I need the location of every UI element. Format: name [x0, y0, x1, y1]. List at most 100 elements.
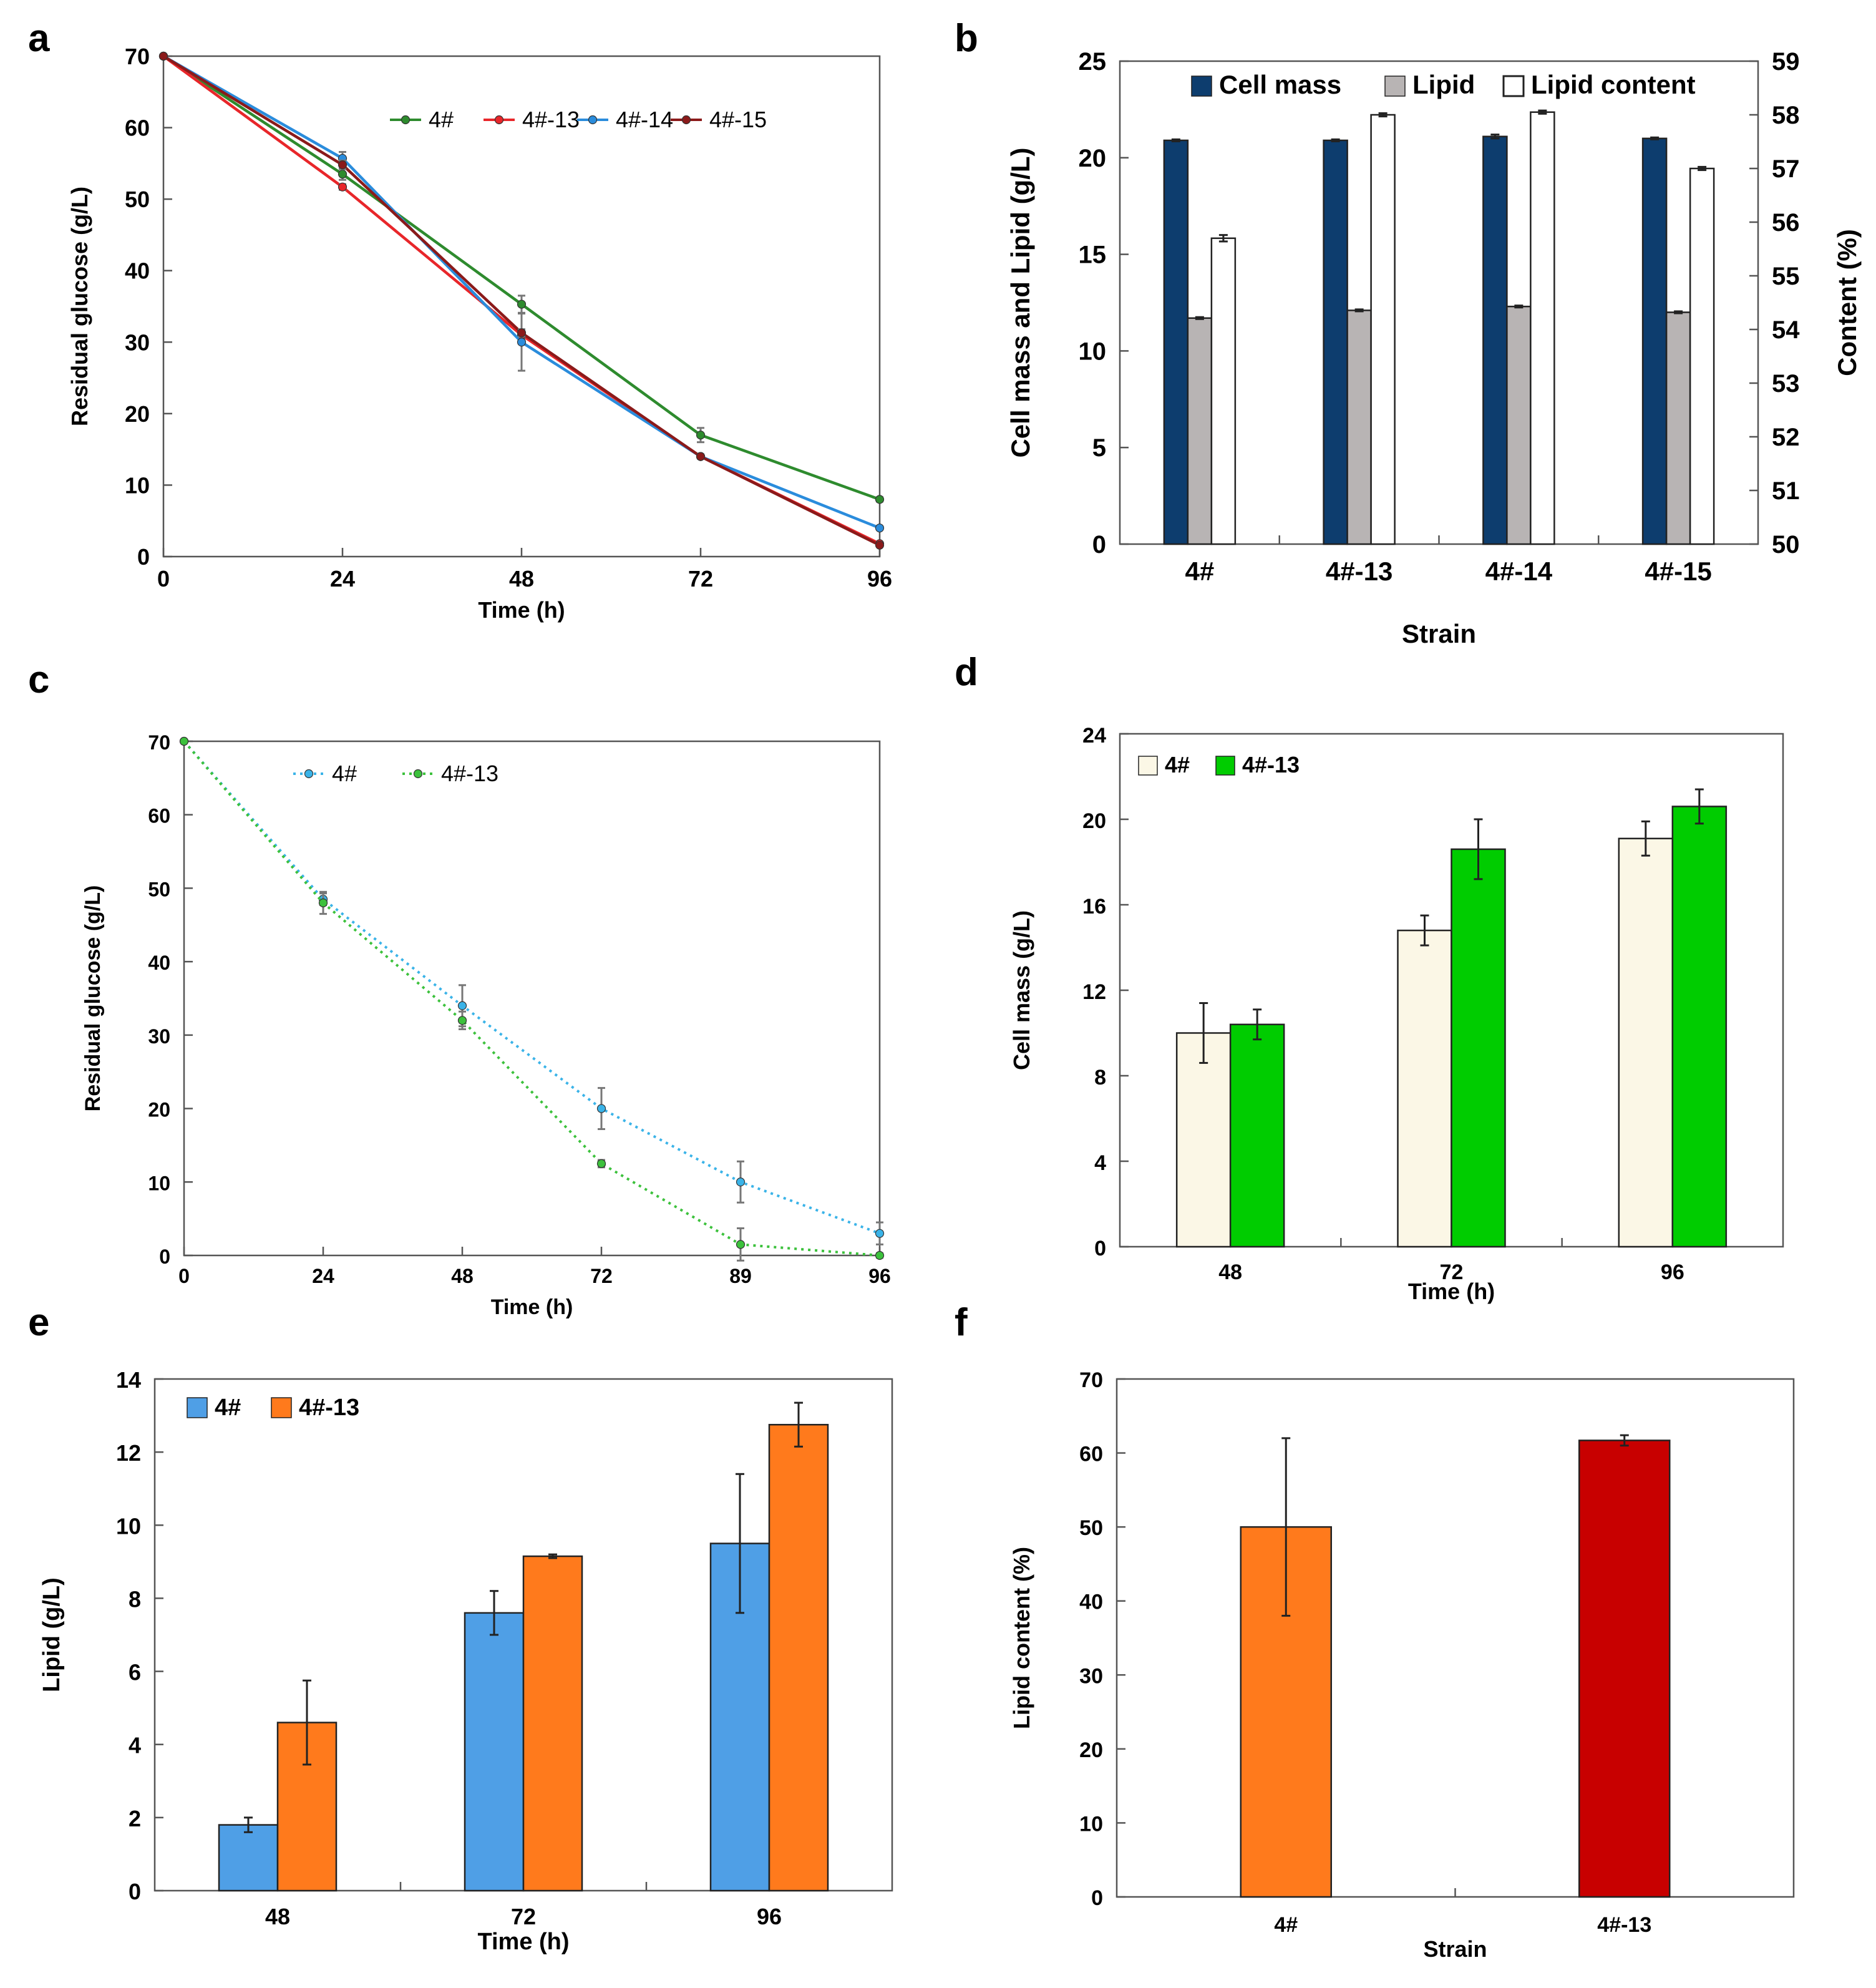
legend-marker	[413, 769, 423, 779]
x-tick-label: 72	[590, 1265, 613, 1287]
x-tick-label: 4#	[1185, 557, 1215, 586]
bar-Lipid	[1187, 317, 1213, 545]
data-point	[517, 338, 527, 347]
legend-marker	[494, 115, 504, 125]
x-tick-label: 48	[509, 566, 534, 592]
x-tick-label: 48	[451, 1265, 474, 1287]
y-tick-label: 0	[137, 544, 150, 570]
legend-marker	[681, 115, 691, 125]
panel-c-letter: c	[28, 658, 49, 701]
legend-swatch	[1191, 76, 1212, 97]
bar-Lipid content	[1210, 237, 1237, 545]
panel-f-letter: f	[955, 1301, 968, 1344]
data-point	[596, 1159, 606, 1168]
y-tick-label: 16	[1082, 895, 1106, 918]
data-point	[875, 524, 885, 533]
plot-frame	[1115, 1378, 1795, 1898]
x-tick-label: 24	[312, 1265, 334, 1287]
y-tick-label: 0	[1092, 531, 1106, 558]
legend-label: 4#-13	[441, 761, 498, 786]
legend-label: 4#	[215, 1395, 241, 1421]
y-tick-label: 14	[116, 1367, 141, 1393]
y-tick-label: 4	[129, 1733, 141, 1758]
bar-4#-13	[1451, 848, 1506, 1248]
bar-Lipid content	[1689, 167, 1715, 545]
legend-label: 4#-15	[709, 107, 767, 132]
y-tick-label: 40	[125, 258, 150, 284]
bar-Lipid content	[1370, 114, 1396, 545]
panel-b-bar-chart: 0 5 10 15 20 25 50 51 52 53 54 55 56 57 58 59 Content (%…	[1006, 48, 1862, 648]
y-tick-label: 8	[1094, 1066, 1106, 1089]
svg-text:f: f	[955, 1301, 968, 1344]
y-tick-label: 60	[125, 115, 150, 141]
bar-4#-13	[768, 1423, 829, 1892]
y-tick-label: 10	[116, 1513, 141, 1539]
bar-4#	[218, 1824, 279, 1892]
y-tick-label: 10	[1079, 1812, 1103, 1836]
legend-label: Lipid content	[1531, 70, 1696, 99]
y-tick-label: 6	[129, 1660, 141, 1685]
y-tick-label: 10	[125, 472, 150, 498]
y-axis-title: Cell mass and Lipid (g/L)	[1006, 147, 1035, 457]
bar-Lipid	[1506, 305, 1532, 545]
x-tick-label: 4#-13	[1326, 557, 1392, 586]
y-tick-label: 60	[148, 805, 170, 827]
data-point	[736, 1240, 746, 1249]
legend-label: Cell mass	[1219, 70, 1341, 99]
x-tick-label: 24	[330, 566, 355, 592]
panel-a-letter: a	[28, 17, 50, 60]
series-line-4#-13	[183, 740, 880, 1257]
data-point	[875, 495, 885, 504]
legend-swatch	[1384, 76, 1406, 97]
y-tick-label: 8	[129, 1586, 141, 1612]
x-tick-label: 96	[757, 1904, 782, 1929]
x-tick-label: 96	[1661, 1260, 1684, 1284]
y-tick-label: 50	[1079, 1516, 1103, 1540]
y-tick-label: 20	[1079, 145, 1107, 172]
x-tick-label: 0	[178, 1265, 190, 1287]
panel-c-line-chart: 0 10 20 30 40 50 60 70 0 24 48 72 89 96 Time (h) Residu…	[81, 731, 891, 1319]
data-point	[338, 169, 347, 179]
legend-marker	[588, 115, 598, 125]
y-tick-label: 30	[1079, 1664, 1103, 1688]
x-tick-label: 4#-14	[1485, 557, 1553, 586]
y-tick-label: 10	[148, 1172, 170, 1194]
bar-4#	[1618, 837, 1674, 1248]
y-right-tick-label: 50	[1772, 531, 1800, 558]
data-point	[875, 1229, 885, 1238]
y-tick-label: 70	[148, 731, 170, 754]
bar-Lipid	[1665, 311, 1691, 545]
x-axis-title: Time (h)	[477, 1929, 569, 1955]
legend-swatch	[1138, 756, 1158, 776]
y-tick-label: 70	[1079, 1368, 1103, 1392]
y-tick-label: 25	[1079, 48, 1107, 76]
data-point	[457, 1016, 467, 1025]
legend-swatch	[1215, 756, 1235, 776]
panel-d-letter: d	[955, 651, 978, 694]
x-tick-label: 96	[868, 1265, 891, 1287]
legend-swatch	[1502, 75, 1525, 97]
y-right-tick-label: 54	[1772, 316, 1800, 344]
x-tick-label: 4#-15	[1645, 557, 1711, 586]
y-right-tick-label: 56	[1772, 209, 1800, 236]
bar-4#	[1397, 929, 1452, 1248]
y-tick-label: 20	[125, 401, 150, 427]
y-right-tick-label: 52	[1772, 424, 1800, 451]
bar-Cell mass	[1163, 139, 1189, 545]
y-right-tick-label: 55	[1772, 263, 1800, 290]
data-point	[875, 1250, 885, 1260]
legend-label: Lipid	[1412, 70, 1475, 99]
y-tick-label: 0	[1091, 1886, 1103, 1910]
svg-text:c: c	[28, 658, 49, 701]
legend-label: 4#-13	[1242, 752, 1300, 777]
legend-swatch	[271, 1397, 292, 1418]
x-tick-label: 4#	[1274, 1913, 1298, 1937]
panel-e-letter: e	[28, 1301, 49, 1344]
y-right-tick-label: 59	[1772, 48, 1800, 76]
y-tick-label: 20	[1082, 809, 1106, 833]
data-point	[596, 1104, 606, 1113]
x-tick-label: 4#-13	[1597, 1913, 1651, 1937]
y-axis-title: Cell mass (g/L)	[1009, 910, 1034, 1070]
